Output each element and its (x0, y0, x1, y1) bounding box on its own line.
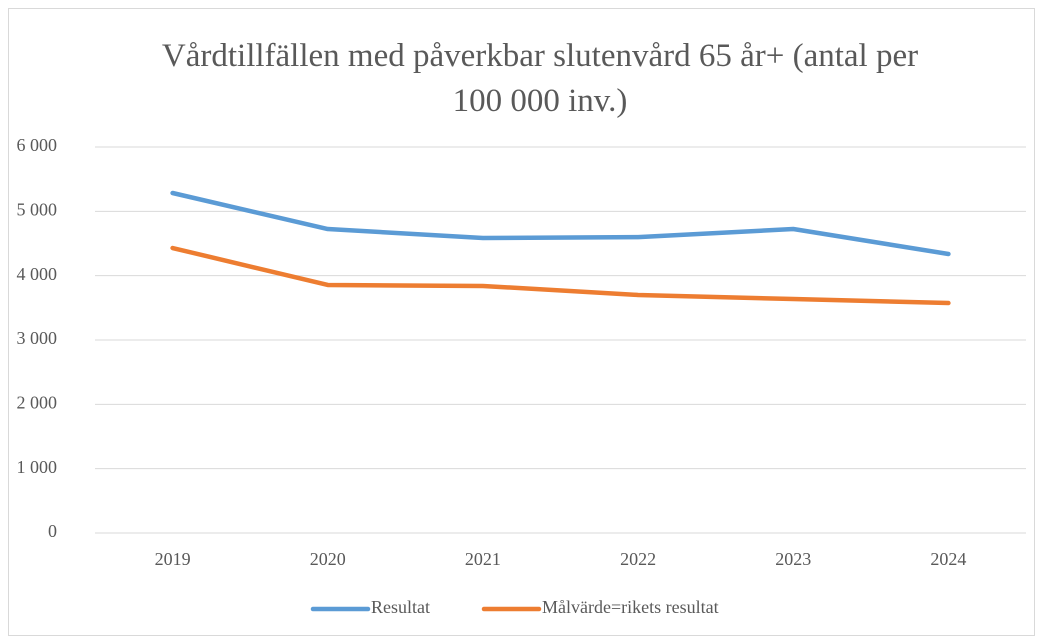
legend-label: Resultat (371, 597, 430, 617)
x-tick-label: 2023 (775, 549, 811, 569)
x-tick-label: 2022 (620, 549, 656, 569)
y-tick-label: 6 000 (17, 135, 58, 155)
chart-border (8, 8, 1035, 636)
y-tick-label: 2 000 (17, 392, 58, 412)
y-tick-label: 5 000 (17, 199, 58, 219)
legend-label: Målvärde=rikets resultat (542, 597, 719, 617)
x-tick-label: 2019 (155, 549, 191, 569)
y-tick-label: 3 000 (17, 328, 58, 348)
x-tick-label: 2020 (310, 549, 346, 569)
chart-title: Vårdtillfällen med påverkbar slutenvård … (161, 38, 919, 119)
series-line (170, 245, 951, 306)
y-tick-label: 0 (48, 521, 57, 541)
x-tick-label: 2021 (465, 549, 501, 569)
series-line (170, 190, 951, 257)
y-tick-label: 1 000 (17, 457, 58, 477)
y-tick-label: 4 000 (17, 264, 58, 284)
x-tick-label: 2024 (930, 549, 966, 569)
